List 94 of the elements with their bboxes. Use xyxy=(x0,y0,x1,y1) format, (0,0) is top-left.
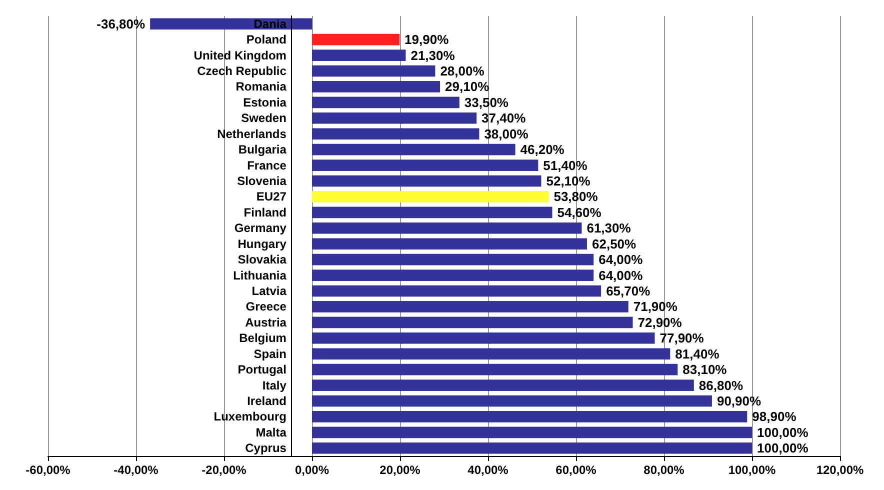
y-tick-label: Luxembourg xyxy=(214,410,286,424)
bar xyxy=(312,348,670,360)
bar xyxy=(312,254,594,266)
bar xyxy=(312,411,748,422)
data-label: 37,40% xyxy=(482,110,526,126)
data-label: 46,20% xyxy=(520,142,565,158)
data-label: 81,40% xyxy=(675,346,720,362)
data-label: 64,00% xyxy=(598,252,644,268)
bar xyxy=(312,395,712,407)
x-tick-label: -20,00% xyxy=(202,463,247,477)
x-tick-label: 100,00% xyxy=(728,463,776,477)
y-tick-label: Italy xyxy=(262,378,287,392)
y-tick-label: EU27 xyxy=(256,190,287,204)
bar xyxy=(150,18,312,30)
data-label: 38,00% xyxy=(484,126,529,142)
bar xyxy=(312,222,582,234)
bar xyxy=(312,301,628,312)
data-label: 100,00% xyxy=(757,424,809,440)
bar xyxy=(312,285,602,297)
data-label: 61,30% xyxy=(586,220,632,236)
y-tick-label: Germany xyxy=(234,221,287,236)
y-tick-label: Bulgaria xyxy=(238,142,287,157)
data-label: 83,10% xyxy=(682,362,728,378)
bar xyxy=(312,426,752,438)
bar xyxy=(312,364,678,376)
y-tick-label: Greece xyxy=(246,300,287,314)
data-label: 53,80% xyxy=(554,189,598,204)
bar xyxy=(312,442,752,454)
y-tick-label: Spain xyxy=(254,346,286,361)
bar xyxy=(312,175,542,187)
data-label: 54,60% xyxy=(557,204,602,220)
data-label: 77,90% xyxy=(660,330,704,346)
x-tick-label: -60,00% xyxy=(26,463,71,477)
y-tick-label: Dania xyxy=(254,16,287,31)
y-tick-label: Belgium xyxy=(239,331,286,346)
bar xyxy=(312,380,694,391)
data-label: 62,50% xyxy=(592,236,637,252)
y-tick-label: Ireland xyxy=(247,394,286,408)
bar xyxy=(312,128,480,140)
data-label: 100,00% xyxy=(757,440,809,456)
y-tick-label: Malta xyxy=(256,425,287,440)
y-tick-label: France xyxy=(247,158,287,172)
data-label: 65,70% xyxy=(606,284,651,298)
data-label: 64,00% xyxy=(598,268,644,283)
bar xyxy=(312,65,436,77)
bar xyxy=(312,96,460,108)
y-tick-label: Sweden xyxy=(241,111,286,126)
data-label: 90,90% xyxy=(716,394,762,408)
x-tick-label: 120,00% xyxy=(816,463,864,477)
bar xyxy=(312,112,477,124)
bar xyxy=(312,191,549,202)
data-label: 21,30% xyxy=(410,48,456,63)
y-tick-label: Hungary xyxy=(238,236,287,251)
y-tick-label: Czech Republic xyxy=(197,64,287,78)
bar xyxy=(312,160,538,171)
x-tick-label: -40,00% xyxy=(114,463,159,477)
x-tick-label: 40,00% xyxy=(468,463,509,477)
bar xyxy=(312,81,440,92)
x-tick-label: 80,00% xyxy=(644,463,685,477)
data-label: 19,90% xyxy=(404,32,450,48)
data-label: 71,90% xyxy=(633,299,678,314)
bar xyxy=(312,34,400,46)
y-tick-label: Portugal xyxy=(238,362,286,377)
bar xyxy=(312,144,516,156)
bar xyxy=(312,238,587,250)
bar xyxy=(312,270,594,281)
data-label: 86,80% xyxy=(698,378,744,393)
data-label: -36,80% xyxy=(96,16,146,32)
y-tick-label: Poland xyxy=(246,32,286,47)
y-tick-label: Latvia xyxy=(252,284,287,298)
data-label: 72,90% xyxy=(638,314,682,330)
y-tick-label: Austria xyxy=(245,315,287,330)
bar xyxy=(312,50,406,61)
data-label: 33,50% xyxy=(464,94,509,110)
x-tick-label: 0,00% xyxy=(294,463,330,477)
y-tick-label: Cyprus xyxy=(245,441,287,456)
bar xyxy=(312,332,655,344)
y-tick-label: United Kingdom xyxy=(194,48,286,62)
data-label: 51,40% xyxy=(543,158,588,173)
y-tick-label: Lithuania xyxy=(233,268,287,282)
x-tick-label: 60,00% xyxy=(556,463,597,477)
y-tick-label: Finland xyxy=(244,205,286,220)
y-tick-label: Romania xyxy=(236,80,287,94)
y-tick-label: Estonia xyxy=(243,95,287,110)
data-label: 98,90% xyxy=(752,409,797,424)
bar xyxy=(312,206,552,218)
y-tick-label: Slovenia xyxy=(237,174,287,188)
bar xyxy=(312,316,633,328)
data-label: 28,00% xyxy=(440,64,485,78)
y-tick-label: Slovakia xyxy=(238,252,287,267)
data-label: 29,10% xyxy=(445,79,490,94)
data-label: 52,10% xyxy=(546,174,591,188)
y-tick-label: Netherlands xyxy=(217,126,287,141)
x-tick-label: 20,00% xyxy=(380,463,421,477)
